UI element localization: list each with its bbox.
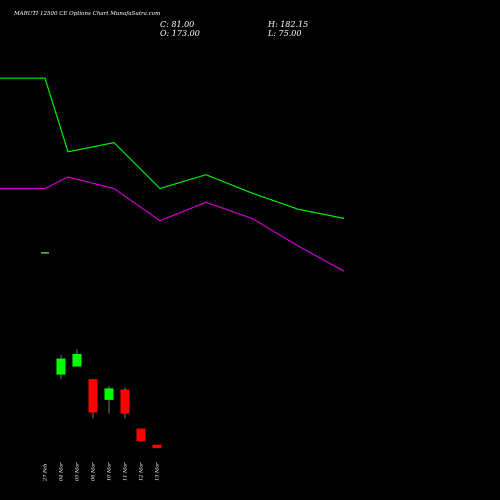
chart-title: MARUTI 12500 CE Options Chart MunafaSutr… <box>13 11 160 17</box>
candle-body <box>56 358 66 375</box>
candle-4 <box>88 379 98 419</box>
candle-body <box>88 379 98 413</box>
close-value: C: 81.00 <box>160 20 194 29</box>
x-tick-label: 13 Mar <box>155 462 161 481</box>
x-tick-label: 11 Mar <box>123 462 129 481</box>
candles <box>41 252 162 449</box>
candle-body <box>152 444 162 449</box>
low-value: L: 75.00 <box>267 29 301 38</box>
candle-body <box>72 353 82 367</box>
x-tick-label: 05 Mar <box>75 462 81 481</box>
x-tick-label: 06 Mar <box>91 462 97 481</box>
x-tick-label: 04 Mar <box>59 462 65 481</box>
series-line-1 <box>0 77 345 219</box>
candle-2 <box>56 355 66 380</box>
candle-body <box>136 428 146 442</box>
candle-5 <box>104 386 114 414</box>
x-tick-label: 12 Mar <box>139 462 145 481</box>
open-value: O: 173.00 <box>160 29 200 38</box>
x-axis-tick-labels: 27 Feb 04 Mar 05 Mar 06 Mar 10 Mar 11 Mar 12 M… <box>43 462 161 482</box>
candle-8 <box>152 444 162 449</box>
series-line-2 <box>0 176 345 272</box>
candle-body <box>120 389 130 414</box>
moving-average-lines <box>0 77 345 272</box>
candle-3 <box>72 349 82 367</box>
candle-6 <box>120 387 130 419</box>
x-tick-label: 27 Feb <box>43 464 49 482</box>
candle-body <box>104 388 114 400</box>
x-tick-label: 10 Mar <box>107 462 113 481</box>
candle-7 <box>136 428 146 442</box>
high-value: H: 182.15 <box>267 20 308 29</box>
